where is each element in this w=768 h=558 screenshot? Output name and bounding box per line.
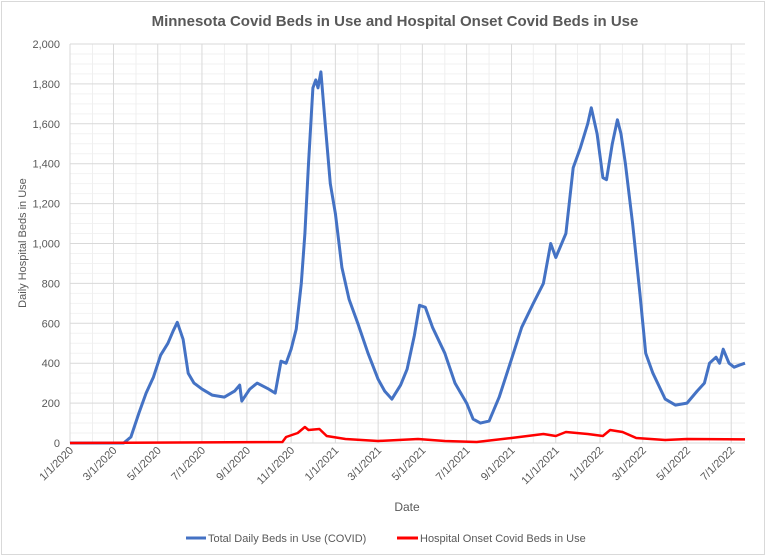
x-tick-label: 7/1/2020 [169, 445, 208, 484]
x-tick-label: 5/1/2020 [125, 445, 164, 484]
chart-title: Minnesota Covid Beds in Use and Hospital… [152, 13, 639, 30]
y-tick-label: 0 [54, 438, 60, 450]
x-tick-label: 5/1/2022 [654, 445, 693, 484]
x-tick-label: 11/1/2021 [519, 445, 562, 488]
y-tick-label: 1,400 [32, 159, 60, 171]
series-line-total-beds [70, 70, 746, 445]
x-tick-label: 1/1/2022 [567, 445, 606, 484]
legend-label-onset: Hospital Onset Covid Beds in Use [420, 533, 586, 545]
y-tick-label: 200 [42, 398, 60, 410]
legend: Total Daily Beds in Use (COVID) Hospital… [186, 533, 586, 545]
x-tick-label: 9/1/2021 [479, 445, 518, 484]
x-tick-label: 11/1/2020 [255, 445, 298, 488]
y-tick-label: 2,000 [32, 39, 60, 51]
gridlines [69, 43, 745, 444]
y-tick-label: 600 [42, 318, 60, 330]
y-tick-label: 1,200 [32, 199, 60, 211]
x-tick-label: 3/1/2020 [81, 445, 120, 484]
x-tick-label: 7/1/2021 [434, 445, 473, 484]
y-tick-label: 1,800 [32, 79, 60, 91]
x-tick-label: 5/1/2021 [390, 445, 429, 484]
y-tick-label: 1,000 [32, 239, 60, 251]
x-tick-label: 9/1/2020 [214, 445, 253, 484]
x-tick-label: 3/1/2022 [610, 445, 649, 484]
legend-label-total: Total Daily Beds in Use (COVID) [208, 533, 366, 545]
y-tick-label: 800 [42, 278, 60, 290]
x-tick-label: 1/1/2020 [37, 445, 76, 484]
y-tick-label: 400 [42, 358, 60, 370]
y-tick-label: 1,600 [32, 119, 60, 131]
x-tick-label: 7/1/2022 [699, 445, 738, 484]
x-tick-label: 3/1/2021 [345, 445, 384, 484]
series-line-hospital-onset [69, 425, 746, 445]
y-axis-label: Daily Hospital Beds in Use [17, 178, 29, 308]
x-axis-label: Date [394, 500, 420, 514]
x-tick-label: 1/1/2021 [303, 445, 342, 484]
series-lines [69, 70, 746, 445]
